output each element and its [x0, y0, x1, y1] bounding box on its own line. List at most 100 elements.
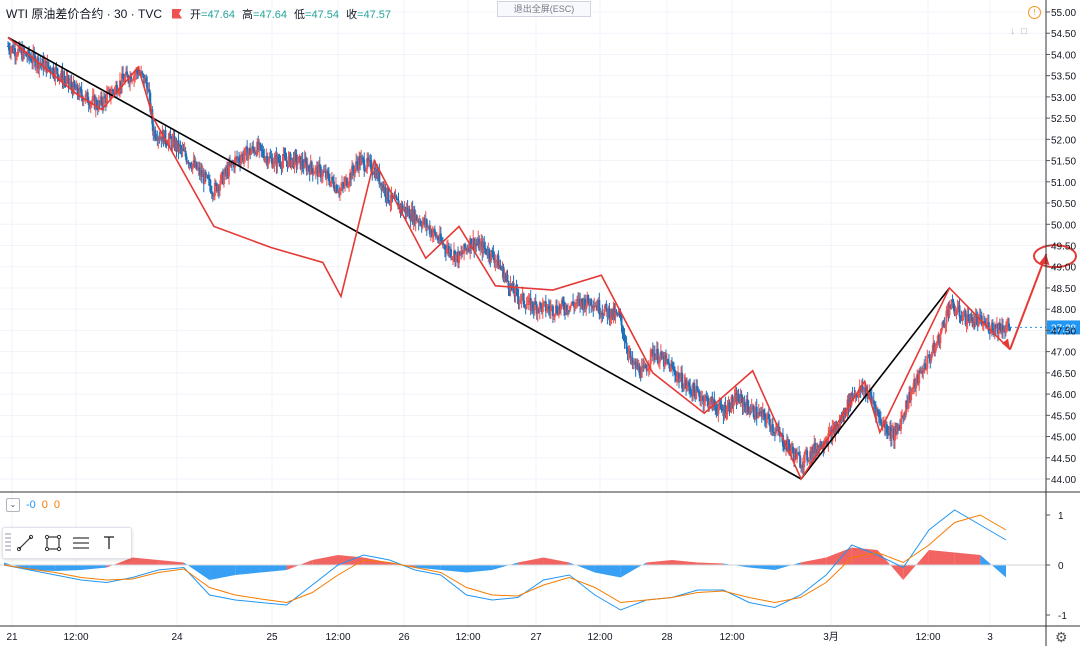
candle-body [315, 165, 318, 168]
down-candle [711, 391, 714, 412]
candle-body [60, 70, 63, 77]
flag-icon[interactable] [172, 8, 183, 19]
down-candle [885, 421, 888, 440]
symbol-label[interactable]: WTI 原油差价合约 · 30 · TVC [6, 7, 163, 21]
histogram-segment [980, 555, 1006, 578]
candle-body [955, 312, 958, 314]
up-candle [915, 376, 918, 397]
up-candle [898, 424, 901, 431]
candle-body [433, 229, 436, 233]
up-candle [250, 148, 253, 156]
candle-body [397, 200, 400, 210]
candle-body [633, 361, 636, 364]
candle-body [306, 165, 309, 172]
candle-body [621, 325, 624, 334]
candle-body [880, 423, 883, 427]
candle-body [944, 324, 947, 327]
candle-body [757, 411, 760, 417]
up-candle [32, 44, 35, 70]
down-candle [195, 161, 198, 171]
down-candle [671, 361, 674, 377]
candle-body [149, 92, 152, 112]
up-candle [296, 154, 299, 170]
up-candle [652, 345, 655, 365]
up-candle [490, 249, 493, 263]
candle-body [14, 48, 17, 57]
candle-body [429, 229, 432, 235]
candle-body [457, 251, 460, 264]
candle-body [287, 156, 290, 167]
candle-body [396, 198, 399, 201]
up-candle [569, 305, 572, 313]
up-candle [178, 143, 181, 154]
exit-fullscreen-button[interactable]: 退出全屏(ESC) [497, 1, 591, 17]
drag-handle-icon[interactable] [5, 533, 11, 553]
candle-body [928, 354, 931, 359]
candle-body [654, 355, 657, 361]
arrow-down-icon[interactable]: ↓ [1010, 26, 1015, 37]
candle-body [182, 148, 185, 152]
up-candle [939, 329, 942, 350]
current-price-label: 27:28 [1051, 323, 1076, 334]
down-candle [335, 183, 338, 194]
down-candle [558, 303, 561, 314]
up-candle [171, 133, 174, 154]
candle-body [848, 393, 851, 410]
down-candle [967, 307, 970, 322]
candle-body [568, 310, 571, 312]
rectangle-tool-icon[interactable] [39, 529, 67, 557]
candle-body [335, 185, 338, 193]
candle-body [828, 430, 831, 434]
settings-gear-icon[interactable]: ⚙ [1055, 629, 1068, 645]
candle-body [395, 196, 398, 199]
candle-body [480, 241, 483, 244]
text-tool-icon[interactable] [95, 529, 123, 557]
candle-body [343, 184, 346, 186]
up-candle [801, 457, 804, 474]
maximize-icon[interactable]: □ [1021, 26, 1028, 37]
down-candle [47, 61, 50, 70]
up-candle [181, 141, 184, 157]
up-candle [281, 153, 284, 173]
candle-body [643, 364, 646, 368]
up-candle [750, 398, 753, 414]
candle-body [874, 406, 877, 416]
candle-body [774, 430, 777, 434]
up-candle [272, 158, 275, 169]
down-candle [666, 358, 669, 365]
candle-body [618, 312, 621, 315]
alert-icon[interactable]: ! [1028, 6, 1041, 19]
candle-body [728, 402, 731, 412]
down-candle [189, 162, 192, 169]
up-candle [383, 181, 386, 197]
candle-body [719, 401, 722, 405]
parallel-channel-tool-icon[interactable] [67, 529, 95, 557]
candle-body [560, 299, 563, 305]
trend-line-tool-icon[interactable] [11, 529, 39, 557]
down-candle [773, 427, 776, 442]
down-candle [555, 299, 558, 315]
up-candle [834, 420, 837, 442]
candle-body [704, 396, 707, 402]
candle-body [656, 348, 659, 364]
down-candle [259, 142, 262, 152]
candle-body [544, 301, 547, 312]
up-candle [1004, 321, 1007, 337]
up-candle [176, 140, 179, 153]
candle-body [175, 140, 178, 150]
candle-body [99, 96, 102, 104]
time-tick-label: 12:00 [915, 632, 940, 643]
down-candle [636, 358, 639, 371]
candle-body [440, 240, 443, 242]
up-candle [940, 327, 943, 335]
chevron-down-icon[interactable]: ⌄ [6, 498, 20, 512]
up-candle [804, 449, 807, 463]
candle-body [898, 425, 901, 428]
up-candle [495, 259, 498, 269]
up-candle [17, 46, 20, 57]
candle-body [295, 154, 298, 165]
candle-body [736, 393, 739, 405]
candle-body [208, 178, 211, 186]
candle-body [255, 152, 258, 155]
